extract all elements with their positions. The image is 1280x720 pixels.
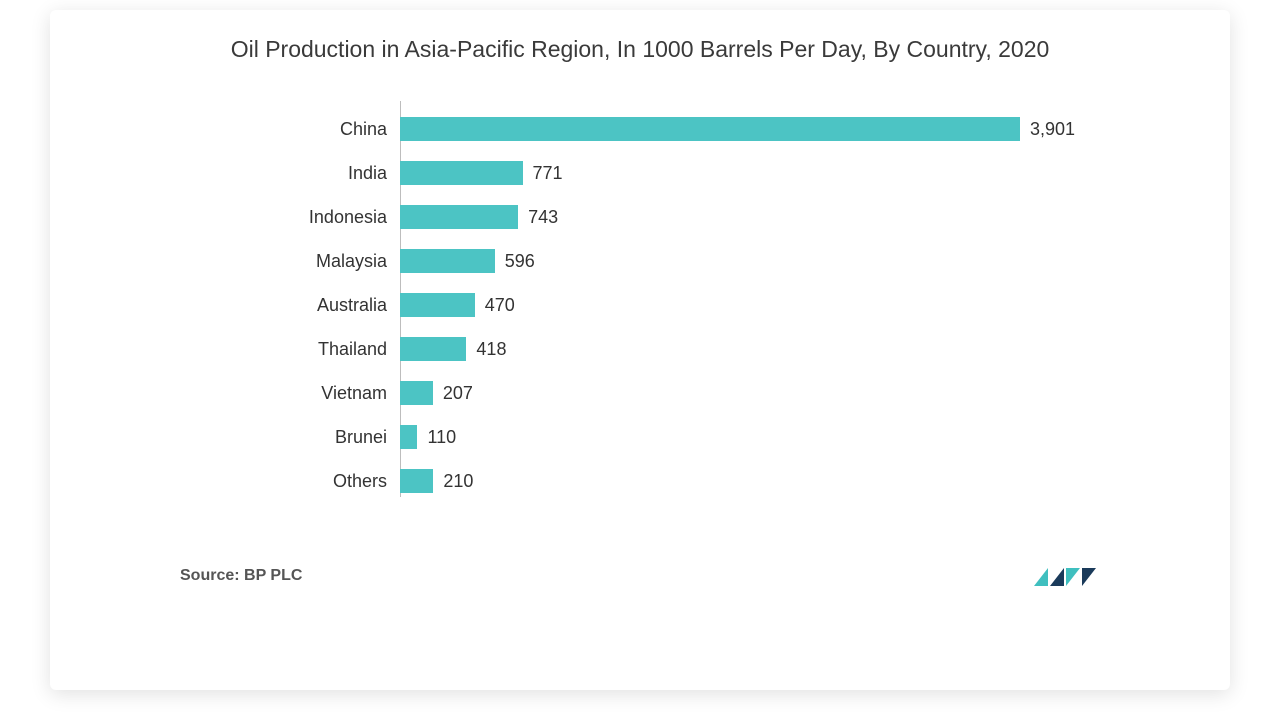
value-label: 207	[443, 383, 473, 404]
value-label: 210	[443, 471, 473, 492]
bar	[400, 337, 466, 361]
chart-card: Oil Production in Asia-Pacific Region, I…	[50, 10, 1230, 690]
category-label: India	[290, 163, 395, 184]
value-label: 743	[528, 207, 558, 228]
bar-track: 771	[395, 151, 1090, 195]
bar	[400, 293, 475, 317]
value-label: 3,901	[1030, 119, 1075, 140]
category-label: Malaysia	[290, 251, 395, 272]
bar-track: 470	[395, 283, 1090, 327]
category-label: China	[290, 119, 395, 140]
category-label: Vietnam	[290, 383, 395, 404]
value-label: 771	[533, 163, 563, 184]
bar	[400, 205, 518, 229]
bar-row: Brunei 110	[290, 415, 1090, 459]
bar	[400, 117, 1020, 141]
source-prefix: Source:	[180, 567, 244, 584]
value-label: 470	[485, 295, 515, 316]
chart-area: China 3,901 India 771 Indonesia 743 Malaysia 59…	[290, 101, 1090, 521]
category-label: Thailand	[290, 339, 395, 360]
source-label: Source: BP PLC	[180, 567, 302, 585]
bar-track: 3,901	[395, 107, 1090, 151]
bar	[400, 249, 495, 273]
bar	[400, 425, 417, 449]
value-label: 110	[427, 427, 456, 448]
bar-track: 596	[395, 239, 1090, 283]
bar-row: China 3,901	[290, 107, 1090, 151]
value-label: 596	[505, 251, 535, 272]
bar-row: Vietnam 207	[290, 371, 1090, 415]
bar-row: Thailand 418	[290, 327, 1090, 371]
bar	[400, 469, 433, 493]
bar-rows: China 3,901 India 771 Indonesia 743 Malaysia 59…	[290, 107, 1090, 503]
bar	[400, 161, 523, 185]
bar-track: 743	[395, 195, 1090, 239]
bar-track: 210	[395, 459, 1090, 503]
value-label: 418	[476, 339, 506, 360]
category-label: Indonesia	[290, 207, 395, 228]
chart-title: Oil Production in Asia-Pacific Region, I…	[210, 34, 1070, 65]
bar-track: 418	[395, 327, 1090, 371]
bar-row: Others 210	[290, 459, 1090, 503]
brand-logo-icon	[1034, 564, 1100, 590]
category-label: Brunei	[290, 427, 395, 448]
bar-track: 110	[395, 415, 1090, 459]
bar-row: India 771	[290, 151, 1090, 195]
bar-track: 207	[395, 371, 1090, 415]
bar-row: Indonesia 743	[290, 195, 1090, 239]
bar-row: Malaysia 596	[290, 239, 1090, 283]
bar-row: Australia 470	[290, 283, 1090, 327]
category-label: Australia	[290, 295, 395, 316]
source-text: BP PLC	[244, 567, 302, 584]
category-label: Others	[290, 471, 395, 492]
bar	[400, 381, 433, 405]
